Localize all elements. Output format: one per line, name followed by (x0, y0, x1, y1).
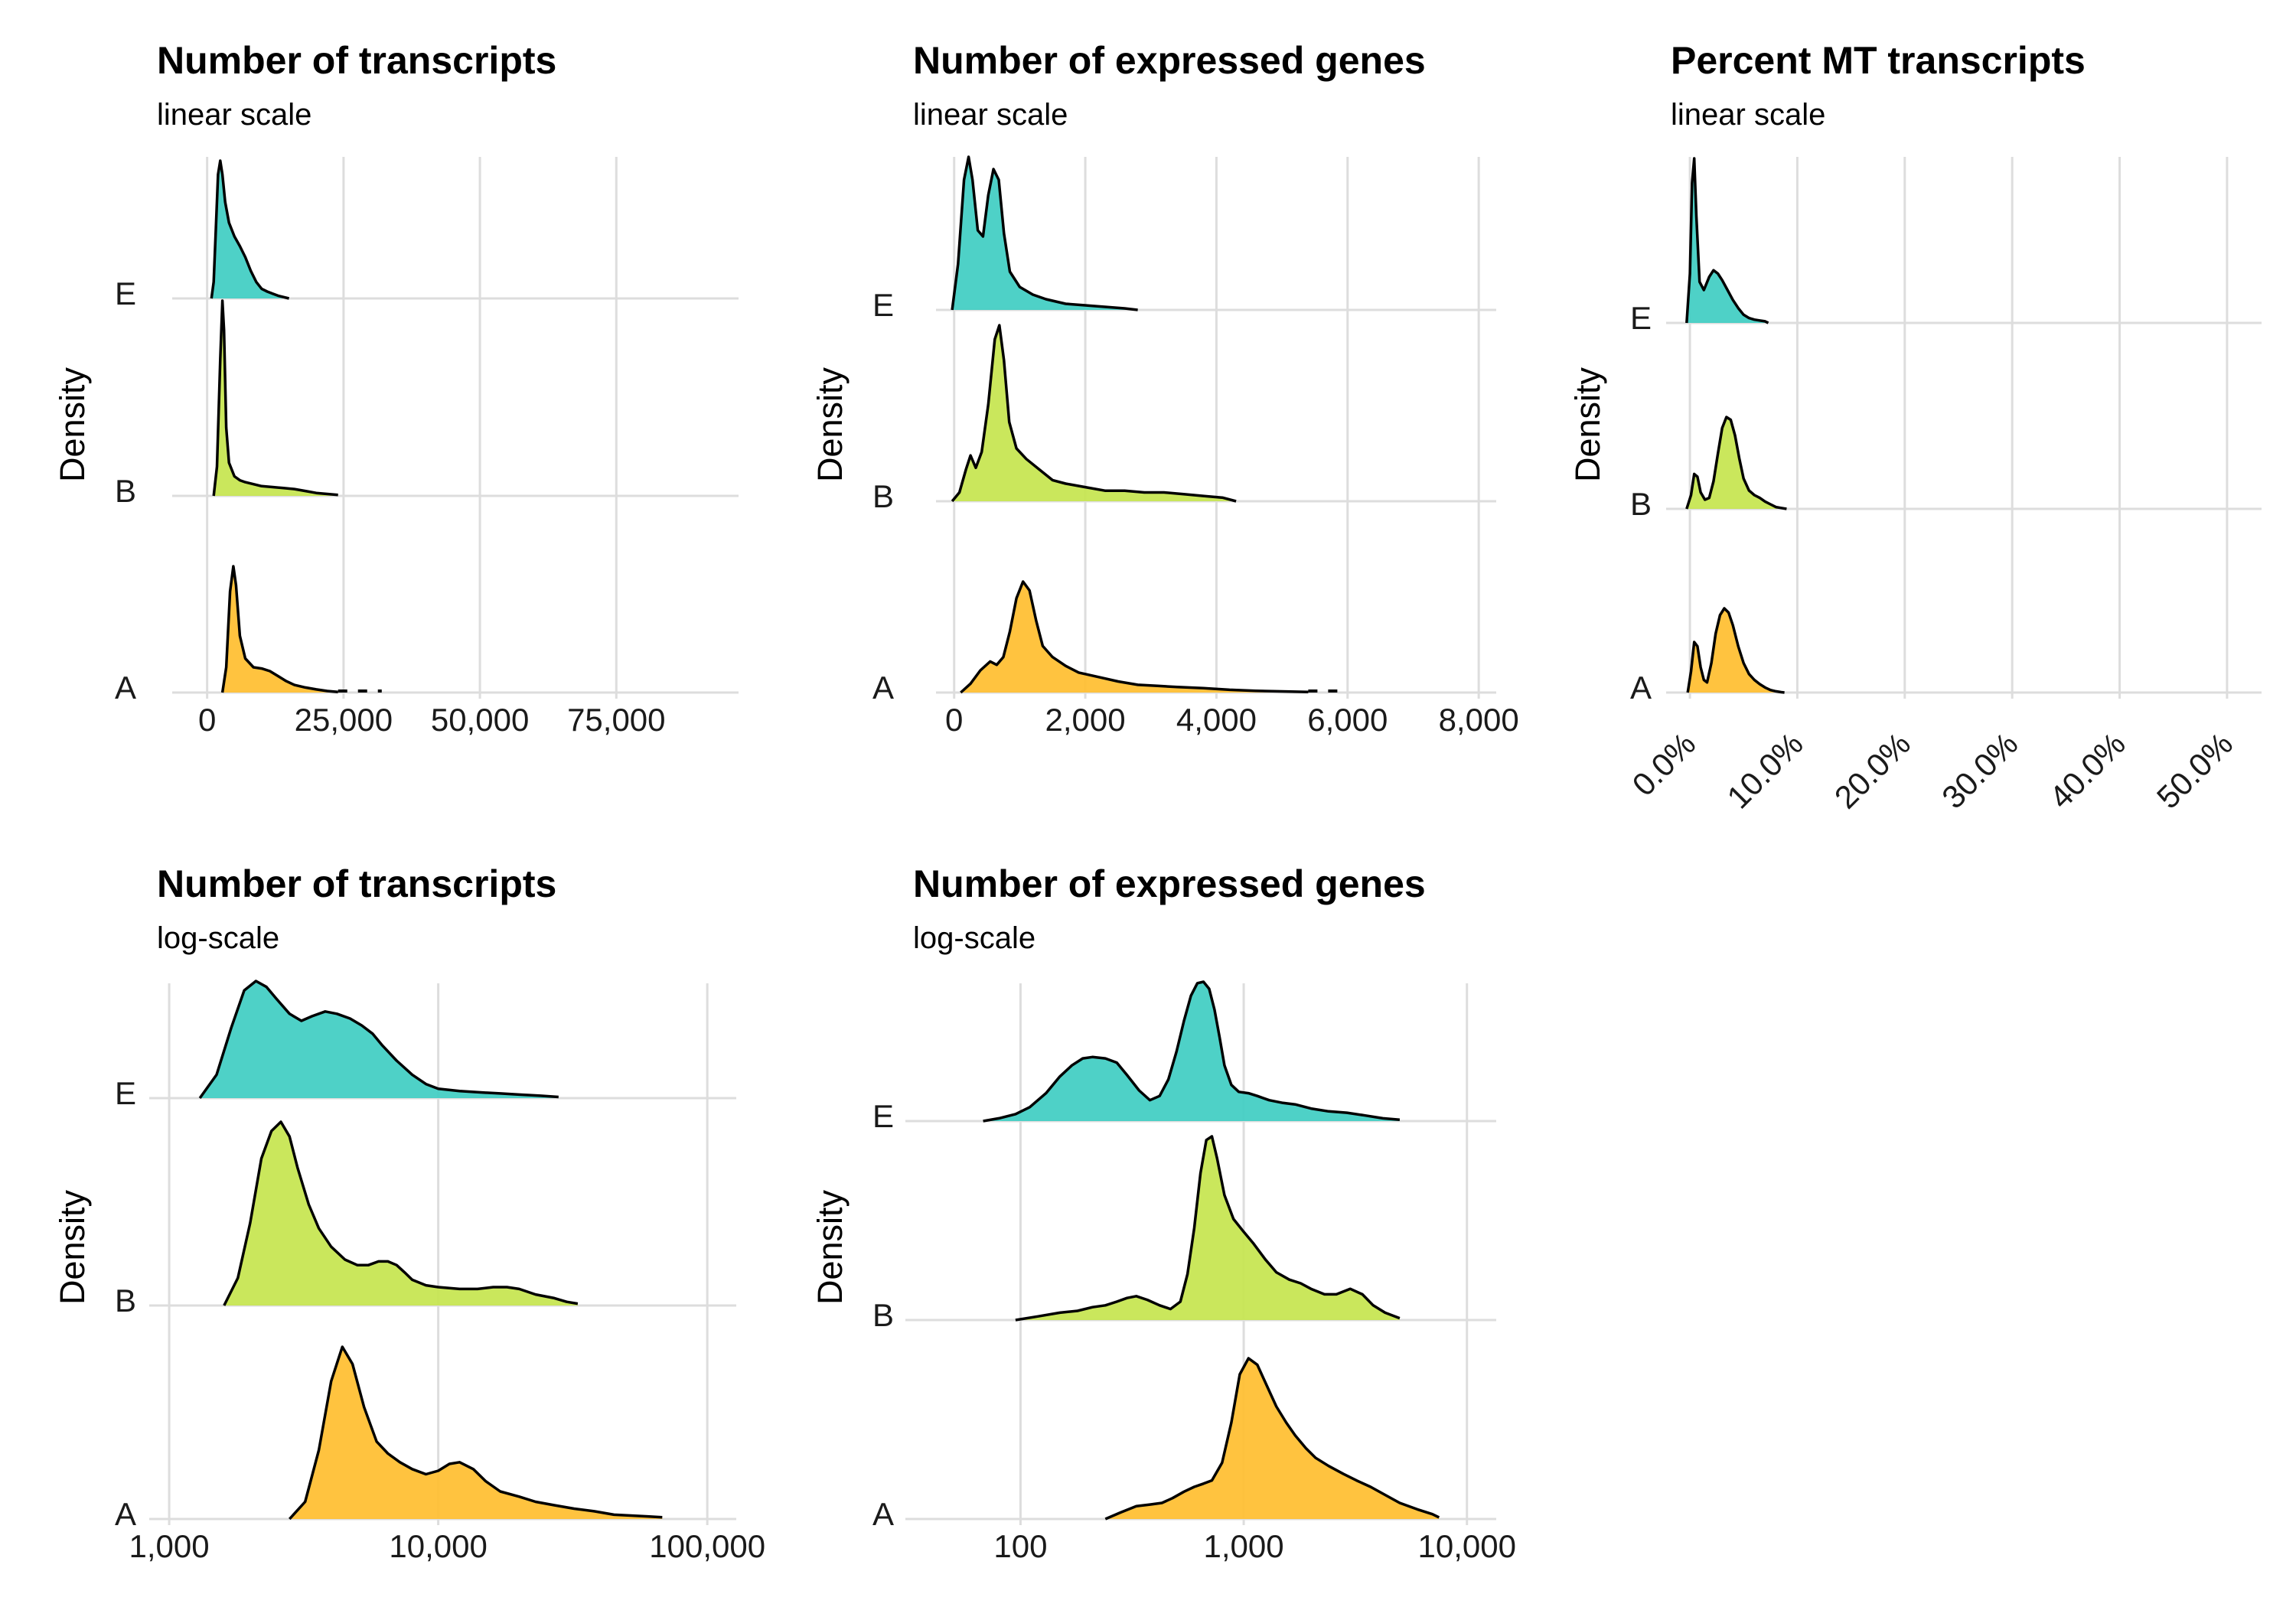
x-tick-label: 6,000 (1307, 702, 1388, 738)
density-area-B (214, 301, 338, 496)
density-area-A (1688, 608, 1785, 693)
group-label: A (872, 1496, 894, 1532)
ridgeline-plot-transcripts-linear: E B A 0 25,000 50,000 75,000 (115, 157, 739, 738)
group-label: E (872, 287, 894, 323)
ridgeline-plot-transcripts-log: E B A1,000 10,000 100,000 (115, 980, 765, 1564)
density-area-E (211, 161, 289, 298)
group-label: B (872, 478, 894, 514)
x-tick-label: 20.0% (1828, 725, 1917, 815)
panel-percent-mt: Percent MT transcripts linear scale Dens… (1568, 39, 2262, 816)
x-tick-label: 50,000 (431, 702, 529, 738)
panel-title: Number of expressed genes (913, 39, 1426, 82)
panel-subtitle: linear scale (157, 98, 312, 132)
panel-title: Percent MT transcripts (1671, 39, 2086, 82)
density-outline-E (210, 159, 290, 300)
density-area-B (1686, 417, 1787, 509)
panel-subtitle: log-scale (913, 921, 1036, 955)
density-area-A (960, 582, 1309, 693)
density-area-E (200, 981, 559, 1098)
x-tick-label: 0 (198, 702, 216, 738)
panel-genes-log: Number of expressed genes log-scale Dens… (810, 862, 1516, 1564)
group-label: B (872, 1297, 894, 1333)
density-outline-E (951, 155, 1138, 311)
density-outline-A (1686, 607, 1785, 694)
density-outline-A (220, 565, 338, 693)
density-area-A (1105, 1358, 1440, 1519)
group-label: E (115, 1075, 136, 1111)
panel-transcripts-log: Number of transcripts log-scale Density … (0, 0, 765, 1607)
panel-title: Number of expressed genes (913, 862, 1426, 905)
group-label: A (1630, 670, 1652, 706)
x-tick-label: 2,000 (1045, 702, 1126, 738)
x-tick-label: 0 (945, 702, 963, 738)
ridgeline-plot-genes-log: E B A 100 1,000 10,000 (872, 980, 1516, 1564)
density-area-B (223, 1122, 578, 1305)
x-tick-label: 10,000 (389, 1528, 487, 1564)
group-label: E (115, 275, 136, 311)
x-tick-label: 10,000 (1418, 1528, 1516, 1564)
panel-title: Number of transcripts (157, 862, 557, 905)
x-tick-label: 40.0% (2042, 725, 2131, 815)
group-label: B (115, 1283, 136, 1319)
density-outline-B (1015, 1135, 1401, 1322)
x-tick-label: 100 (993, 1528, 1047, 1564)
x-tick-label: 1,000 (1204, 1528, 1284, 1564)
panel-subtitle: log-scale (157, 921, 280, 955)
panel-subtitle: linear scale (1671, 98, 1826, 132)
density-outline-A (289, 1345, 663, 1521)
x-tick-label: 100,000 (649, 1528, 765, 1564)
density-outline-B (212, 299, 338, 497)
density-area-E (983, 982, 1400, 1121)
x-tick-label: 10.0% (1720, 725, 1809, 815)
group-label: B (115, 473, 136, 509)
group-label: A (872, 670, 894, 706)
density-outline-A (1104, 1357, 1440, 1521)
x-tick-label: 8,000 (1439, 702, 1519, 738)
group-label: A (115, 1496, 136, 1532)
x-tick-label: 75,000 (567, 702, 665, 738)
density-outline-E (198, 980, 559, 1100)
density-area-B (1015, 1136, 1400, 1320)
group-label: A (115, 670, 136, 706)
density-outline-E (1685, 157, 1769, 324)
density-outline-A (960, 580, 1309, 694)
x-tick-label: 25,000 (295, 702, 393, 738)
density-area-E (952, 157, 1138, 310)
x-tick-label: 0.0% (1625, 725, 1702, 803)
panel-genes-linear: Number of expressed genes linear scale D… (0, 0, 1531, 811)
density-outline-B (951, 324, 1237, 503)
x-tick-label: 30.0% (1935, 725, 2024, 815)
group-label: E (872, 1098, 894, 1134)
density-outline-E (983, 980, 1401, 1123)
panel-transcripts-linear: Number of transcripts linear scale Densi… (0, 0, 765, 811)
density-area-A (289, 1347, 663, 1519)
group-label: B (1630, 486, 1652, 522)
density-outline-B (223, 1120, 579, 1306)
panel-subtitle: linear scale (913, 98, 1068, 132)
x-tick-label: 50.0% (2150, 725, 2239, 815)
x-tick-label: 1,000 (129, 1528, 210, 1564)
ridgeline-plot-percent-mt: E B A 0.0% 10.0% 20.0% 30.0% 40.0% 50.0% (1625, 157, 2262, 816)
x-tick-label: 4,000 (1176, 702, 1257, 738)
panel-title: Number of transcripts (157, 39, 557, 82)
ridgeline-plot-genes-linear: E B A 0 2,000 4,000 6,000 8,000 (872, 155, 1519, 738)
density-outline-B (1685, 416, 1787, 510)
group-label: E (1630, 300, 1652, 336)
